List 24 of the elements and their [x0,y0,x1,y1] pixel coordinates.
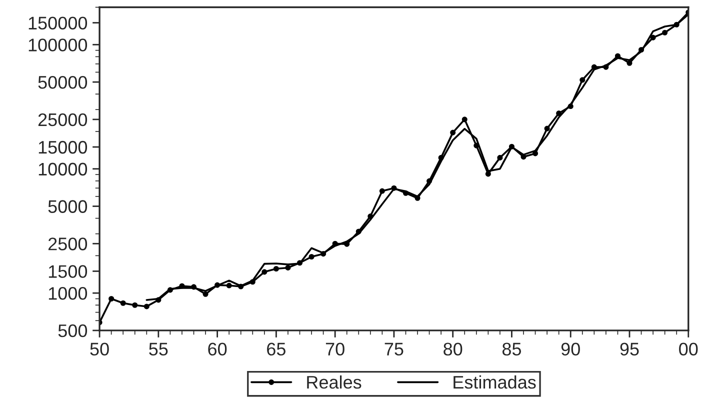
x-tick-label: 60 [208,342,227,356]
x-tick-label: 50 [90,342,109,356]
y-tick-label: 50000 [38,76,88,89]
y-tick-label: 25000 [38,113,88,126]
y-tick-label: 150000 [28,16,88,30]
x-tick-label: 75 [384,342,404,356]
x-tick-label: 70 [326,342,344,356]
y-tick-label: 1500 [48,265,88,278]
y-tick-label: 10000 [38,162,88,176]
x-tick-label: 90 [561,342,580,356]
legend-label: Estimadas [454,375,536,389]
y-tick-label: 1000 [48,287,88,300]
y-tick-label: 2500 [48,238,88,250]
x-tick-label: 85 [502,342,522,356]
x-tick-label: 65 [267,342,286,356]
y-tick-label: 100000 [28,38,88,52]
x-tick-label: 55 [149,342,168,356]
x-tick-label: 95 [620,342,639,356]
x-tick-label: 80 [444,342,462,356]
x-tick-label: 00 [679,342,698,356]
y-tick-label: 5000 [48,200,88,213]
legend-label: Reales [307,375,362,389]
y-tick-label: 500 [58,324,88,338]
y-tick-label: 15000 [38,140,88,154]
